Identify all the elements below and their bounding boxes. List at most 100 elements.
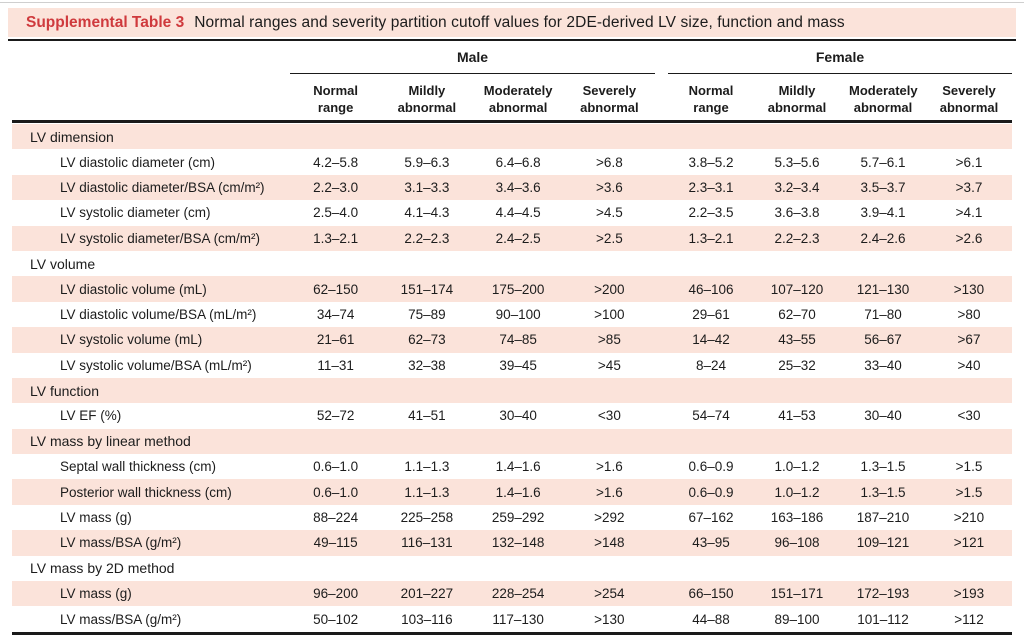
cell-male-1: 75–89 bbox=[408, 306, 446, 322]
table-row: LV mass/BSA (g/m²) 49–115 116–131 132–148 >1… bbox=[12, 530, 1012, 556]
cell-female-3: >2.6 bbox=[955, 230, 983, 246]
cell-male-0: 0.6–1.0 bbox=[313, 484, 359, 500]
row-label: LV systolic volume/BSA (mL/m²) bbox=[60, 357, 252, 373]
cell-female-3: >210 bbox=[953, 510, 985, 526]
row-label: LV diastolic volume (mL) bbox=[60, 281, 207, 297]
table-row: Posterior wall thickness (cm) 0.6–1.0 1.1–… bbox=[12, 479, 1012, 505]
row-label: LV mass (g) bbox=[60, 586, 132, 602]
table-title-bar: Supplemental Table 3 Normal ranges and s… bbox=[8, 8, 1016, 37]
cell-female-1: 25–32 bbox=[778, 357, 816, 373]
cell-male-0: 96–200 bbox=[313, 586, 359, 602]
row-label: LV systolic diameter/BSA (cm/m²) bbox=[60, 230, 261, 246]
cell-female-0: 8–24 bbox=[695, 357, 727, 373]
table-row: LV diastolic volume (mL) 62–150 151–174 175… bbox=[12, 276, 1012, 302]
table-row: LV diastolic diameter (cm) 4.2–5.8 5.9–6.3… bbox=[12, 149, 1012, 174]
cell-male-1: 41–51 bbox=[408, 408, 446, 424]
section-label: LV dimension bbox=[30, 128, 114, 145]
row-label: LV systolic diameter (cm) bbox=[60, 205, 211, 221]
column-header-female-2: Moderately abnormal bbox=[849, 83, 918, 116]
cell-female-1: 5.3–5.6 bbox=[774, 154, 820, 170]
table-row: LV systolic diameter (cm) 2.5–4.0 4.1–4.3 4… bbox=[12, 200, 1012, 225]
cell-female-3: >1.5 bbox=[955, 484, 983, 500]
cell-male-3: <30 bbox=[597, 408, 621, 424]
column-group-row: Male Female bbox=[12, 48, 1012, 74]
cell-male-2: 30–40 bbox=[499, 408, 537, 424]
column-group-female: Female bbox=[668, 48, 1012, 74]
column-header-female-0: Normal range bbox=[688, 83, 734, 116]
cell-female-3: >40 bbox=[957, 357, 981, 373]
cell-female-3: >6.1 bbox=[955, 154, 983, 170]
title-divider-rule bbox=[8, 39, 1016, 41]
cell-female-0: 44–88 bbox=[692, 611, 730, 627]
row-label: Posterior wall thickness (cm) bbox=[60, 484, 232, 500]
cell-male-2: 1.4–1.6 bbox=[495, 459, 541, 475]
cell-male-3: >292 bbox=[594, 510, 625, 526]
cell-female-0: 46–106 bbox=[688, 281, 734, 297]
cell-male-3: >130 bbox=[594, 611, 625, 627]
row-label: LV systolic volume (mL) bbox=[60, 332, 203, 348]
cell-female-1: 3.2–3.4 bbox=[774, 179, 820, 195]
cell-male-3: >45 bbox=[597, 357, 621, 373]
cell-female-3: <30 bbox=[957, 408, 981, 424]
top-hairline bbox=[0, 2, 1024, 3]
table-header: Male Female Normal range Mildly abnormal M… bbox=[12, 48, 1012, 116]
cell-male-1: 201–227 bbox=[400, 586, 454, 602]
cell-male-0: 11–31 bbox=[317, 357, 354, 373]
cell-female-0: 67–162 bbox=[688, 510, 734, 526]
column-group-male: Male bbox=[290, 48, 655, 74]
cell-female-3: >130 bbox=[953, 281, 985, 297]
cell-female-2: 1.3–1.5 bbox=[860, 484, 906, 500]
cell-male-2: 39–45 bbox=[499, 357, 537, 373]
cell-male-0: 49–115 bbox=[313, 535, 358, 551]
cell-male-1: 2.2–2.3 bbox=[404, 230, 450, 246]
table-row: LV systolic volume (mL) 21–61 62–73 74–85 >8… bbox=[12, 327, 1012, 353]
cell-female-3: >121 bbox=[953, 535, 985, 551]
cell-male-2: 90–100 bbox=[495, 306, 541, 322]
header-divider-rule bbox=[12, 120, 1012, 123]
section-label: LV mass by linear method bbox=[30, 433, 191, 450]
table-row: LV mass by linear method bbox=[12, 428, 1012, 455]
cell-male-3: >2.5 bbox=[596, 230, 623, 246]
cell-female-1: 151–171 bbox=[770, 586, 824, 602]
column-header-male-2: Moderately abnormal bbox=[483, 83, 553, 116]
cell-female-2: 187–210 bbox=[856, 510, 910, 526]
cell-male-1: 5.9–6.3 bbox=[404, 154, 450, 170]
cell-male-1: 62–73 bbox=[408, 332, 446, 348]
cell-male-2: 3.4–3.6 bbox=[495, 179, 541, 195]
cell-male-3: >85 bbox=[597, 332, 621, 348]
cell-female-0: 43–95 bbox=[692, 535, 730, 551]
section-label: LV function bbox=[30, 382, 100, 399]
cell-male-3: >4.5 bbox=[596, 205, 623, 221]
column-header-male-1: Mildly abnormal bbox=[397, 83, 457, 116]
cell-female-2: 30–40 bbox=[864, 408, 902, 424]
table-row: LV mass (g) 88–224 225–258 259–292 >292 67–16… bbox=[12, 505, 1012, 530]
section-label: LV volume bbox=[30, 255, 96, 272]
cell-male-1: 103–116 bbox=[401, 611, 453, 627]
cell-male-2: 4.4–4.5 bbox=[495, 205, 541, 221]
row-label: LV diastolic volume/BSA (mL/m²) bbox=[60, 306, 257, 322]
table-body: LV dimension LV diastolic diameter (cm) 4.… bbox=[12, 124, 1012, 632]
cell-male-3: >3.6 bbox=[596, 179, 623, 195]
cell-female-0: 14–42 bbox=[692, 332, 730, 348]
cell-female-2: 2.4–2.6 bbox=[860, 230, 906, 246]
cell-male-0: 50–102 bbox=[313, 611, 359, 627]
column-group-gutter bbox=[655, 48, 668, 74]
cell-female-0: 3.8–5.2 bbox=[688, 154, 734, 170]
cell-female-1: 163–186 bbox=[770, 510, 824, 526]
cell-male-3: >100 bbox=[594, 306, 625, 322]
table-row: LV mass by 2D method bbox=[12, 556, 1012, 581]
cell-male-3: >254 bbox=[594, 586, 625, 602]
cell-male-3: >200 bbox=[594, 281, 625, 297]
cell-female-2: 101–112 bbox=[857, 611, 909, 627]
cell-female-3: >67 bbox=[957, 332, 981, 348]
cell-female-1: 62–70 bbox=[778, 306, 816, 322]
cell-male-3: >6.8 bbox=[596, 154, 623, 170]
table-title-label: Supplemental Table 3 bbox=[26, 13, 185, 31]
cell-female-3: >4.1 bbox=[955, 205, 983, 221]
cell-male-2: 132–148 bbox=[491, 535, 545, 551]
cell-male-2: 74–85 bbox=[499, 332, 537, 348]
cell-female-0: 2.2–3.5 bbox=[688, 205, 734, 221]
cell-male-0: 52–72 bbox=[316, 408, 355, 424]
cell-female-3: >3.7 bbox=[955, 179, 983, 195]
